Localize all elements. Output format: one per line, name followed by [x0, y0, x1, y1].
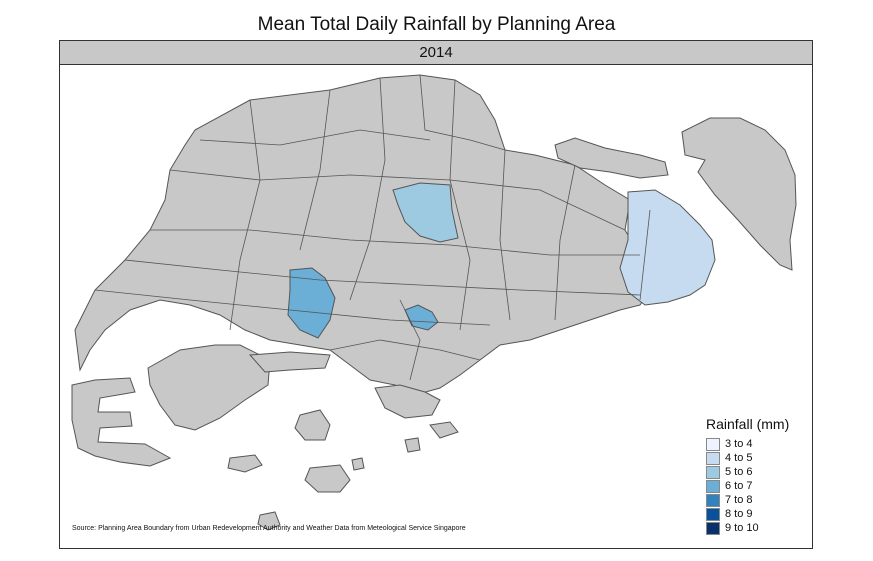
- legend-swatch: [706, 437, 720, 451]
- jurong-island: [147, 344, 271, 431]
- legend: Rainfall (mm) 3 to 4 4 to 5 5 to 6 6 to 7 7 …: [706, 416, 789, 535]
- internal-boundaries: [94, 74, 651, 381]
- legend-label: 9 to 10: [725, 522, 759, 534]
- area-ang-mo-kio: [392, 182, 459, 243]
- area-bukit-timah: [287, 267, 336, 339]
- legend-label: 7 to 8: [725, 494, 753, 506]
- main-island: [74, 74, 651, 396]
- legend-item: 9 to 10: [706, 521, 789, 535]
- legend-swatch: [706, 521, 720, 535]
- legend-item: 4 to 5: [706, 451, 789, 465]
- western-islands: [71, 377, 172, 467]
- legend-label: 8 to 9: [725, 508, 753, 520]
- island-b: [227, 454, 263, 473]
- island-e: [429, 421, 459, 439]
- legend-item: 7 to 8: [706, 493, 789, 507]
- legend-label: 3 to 4: [725, 438, 753, 450]
- island-g: [351, 457, 365, 471]
- pulau-tekong: [681, 117, 797, 271]
- legend-swatch: [706, 493, 720, 507]
- source-note: Source: Planning Area Boundary from Urba…: [72, 525, 466, 532]
- legend-swatch: [706, 465, 720, 479]
- legend-item: 5 to 6: [706, 465, 789, 479]
- legend-title: Rainfall (mm): [706, 416, 790, 432]
- legend-label: 4 to 5: [725, 452, 753, 464]
- legend-item: 8 to 9: [706, 507, 789, 521]
- legend-swatch: [706, 451, 720, 465]
- legend-items: 3 to 4 4 to 5 5 to 6 6 to 7 7 to 8 8 to 9 9 to…: [706, 437, 789, 535]
- legend-swatch: [706, 479, 720, 493]
- legend-label: 5 to 6: [725, 466, 753, 478]
- chart-title: Mean Total Daily Rainfall by Planning Ar…: [257, 14, 616, 35]
- island-c: [304, 464, 351, 493]
- island-f: [404, 437, 421, 453]
- sentosa: [374, 384, 441, 419]
- pulau-ubin: [554, 137, 669, 179]
- area-changi-east: [619, 189, 716, 306]
- legend-label: 6 to 7: [725, 480, 753, 492]
- legend-swatch: [706, 507, 720, 521]
- island-d: [257, 511, 281, 531]
- legend-item: 6 to 7: [706, 479, 789, 493]
- legend-item: 3 to 4: [706, 437, 789, 451]
- southern-reclaimed: [248, 351, 331, 373]
- island-a: [294, 409, 331, 441]
